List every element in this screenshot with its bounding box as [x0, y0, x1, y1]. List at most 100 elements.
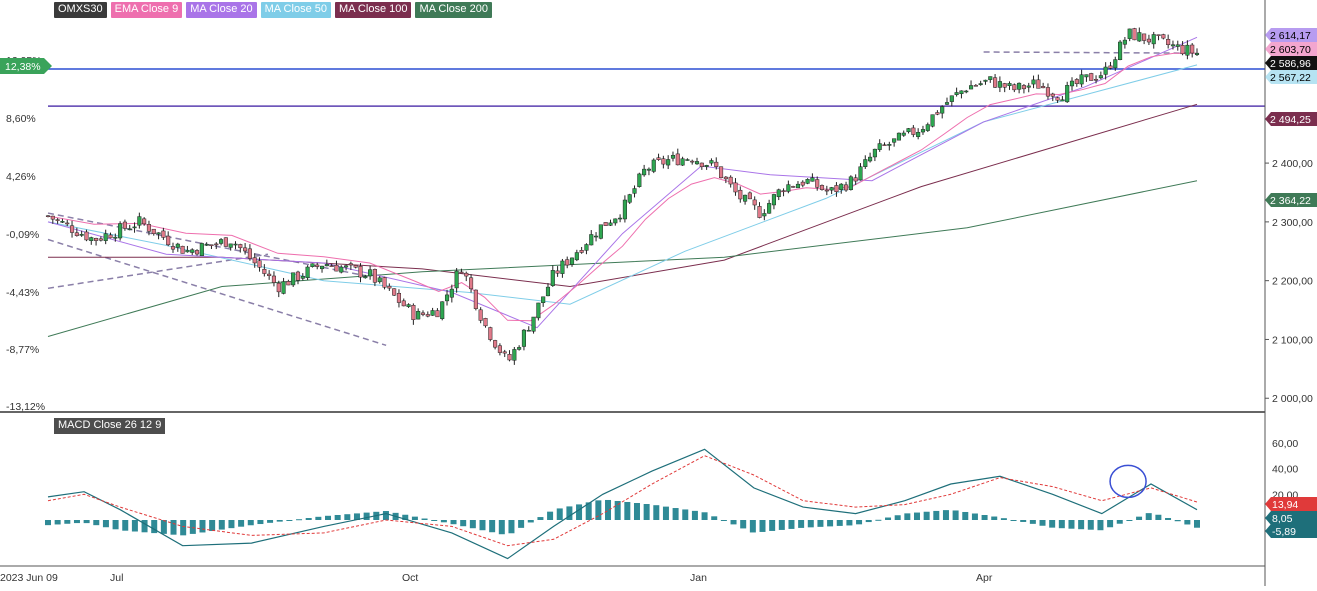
candle-up [642, 168, 647, 176]
candle-up [1065, 85, 1070, 103]
candle-up [1185, 44, 1190, 56]
macd-histogram-bar [1184, 520, 1191, 525]
legend-item-ema9[interactable]: EMA Close 9 [110, 2, 183, 18]
candle-down [348, 263, 353, 266]
candle-up [281, 281, 286, 294]
candle-down [271, 275, 277, 283]
candle-up [1031, 79, 1036, 85]
candle-down [146, 224, 152, 232]
macd-histogram-bar [1126, 520, 1133, 521]
macd-signal-line [47, 455, 1198, 547]
percent-tick-label: 4,26% [6, 171, 36, 183]
candle-down [757, 206, 762, 218]
candle-up [1084, 74, 1089, 78]
macd-indicator-label[interactable]: MACD Close 26 12 9 [54, 418, 166, 434]
macd-histogram-bar [45, 520, 51, 526]
candle-down [1074, 79, 1079, 84]
macd-badge: 13,94 [1265, 497, 1317, 511]
macd-histogram-bar [643, 504, 650, 520]
macd-histogram-bar [798, 520, 805, 528]
legend-item-omxs30[interactable]: OMXS30 [54, 2, 107, 18]
trendline [47, 253, 269, 290]
candle-up [925, 124, 930, 131]
candle-down [882, 144, 887, 146]
time-tick-label: Jul [110, 572, 123, 584]
candle-up [622, 199, 627, 220]
percent-tick-label: 8,60% [6, 113, 36, 125]
candle-down [1180, 45, 1185, 55]
candle-up [132, 226, 137, 229]
candle-up [584, 244, 589, 251]
macd-histogram-bar [624, 501, 631, 520]
candle-down [699, 162, 704, 168]
macd-histogram-bar [759, 520, 766, 532]
macd-histogram-bar [402, 514, 409, 520]
percent-tick-label: -0,09% [6, 229, 39, 241]
macd-histogram-bar [508, 520, 515, 534]
candle-up [1137, 32, 1142, 42]
percent-tick-label: -13,12% [6, 401, 45, 413]
candle-up [983, 79, 988, 82]
legend-item-ma50[interactable]: MA Close 50 [260, 2, 331, 18]
candle-down [973, 85, 978, 87]
macd-histogram-bar [112, 520, 119, 530]
macd-histogram-bar [296, 519, 303, 521]
macd-histogram-bar [276, 520, 283, 522]
macd-histogram-bar [102, 520, 109, 528]
legend-item-ma200[interactable]: MA Close 200 [415, 2, 492, 18]
macd-histogram-bar [247, 520, 254, 526]
candle-down [55, 219, 60, 221]
candle-up [1103, 66, 1108, 75]
candle-down [382, 277, 387, 288]
candle-down [800, 181, 805, 186]
macd-histogram-bar [885, 517, 892, 520]
candle-down [579, 250, 584, 253]
candle-down [286, 281, 291, 286]
macd-histogram-bar [431, 520, 438, 521]
candle-up [920, 129, 926, 133]
time-tick-label: Apr [976, 572, 993, 584]
candle-down [1132, 28, 1137, 41]
candle-up [512, 349, 517, 361]
candle-down [247, 248, 252, 259]
candle-up [1151, 34, 1156, 45]
macd-histogram-bar [141, 520, 148, 533]
candle-down [478, 309, 483, 321]
macd-histogram-bar [1039, 520, 1046, 526]
macd-histogram-bar [344, 514, 351, 520]
macd-histogram-bar [817, 520, 824, 527]
candle-up [118, 223, 123, 239]
macd-histogram-bar [662, 506, 669, 520]
candle-down [728, 176, 733, 185]
candle-down [435, 310, 440, 318]
candle-up [1194, 52, 1200, 56]
macd-histogram-bar [556, 508, 563, 520]
macd-histogram-bar [1097, 520, 1104, 531]
legend-item-ma100[interactable]: MA Close 100 [334, 2, 412, 18]
macd-histogram-bar [701, 512, 708, 520]
candle-up [959, 90, 964, 95]
time-tick-label: Jan [690, 572, 707, 584]
candle-up [574, 252, 579, 261]
candle-down [45, 215, 51, 217]
macd-histogram-bar [382, 511, 389, 520]
candle-down [396, 292, 401, 303]
candle-up [310, 263, 315, 267]
price-badge-label: 2 586,96 [1270, 58, 1311, 70]
macd-histogram-bar [93, 520, 100, 526]
candle-up [646, 168, 651, 171]
macd-histogram-bar [923, 511, 930, 520]
candle-down [1050, 93, 1055, 97]
macd-histogram-bar [904, 513, 911, 520]
legend-item-ma20[interactable]: MA Close 20 [186, 2, 257, 18]
macd-histogram-bar [238, 520, 245, 527]
macd-histogram-bar [170, 520, 177, 535]
macd-histogram-bar [498, 520, 505, 535]
macd-badge-label: 8,05 [1272, 513, 1293, 525]
candle-up [858, 166, 863, 181]
macd-histogram-bar [131, 520, 138, 532]
price-badge: 2 586,96 [1265, 56, 1317, 70]
macd-histogram-bar [1010, 520, 1017, 521]
